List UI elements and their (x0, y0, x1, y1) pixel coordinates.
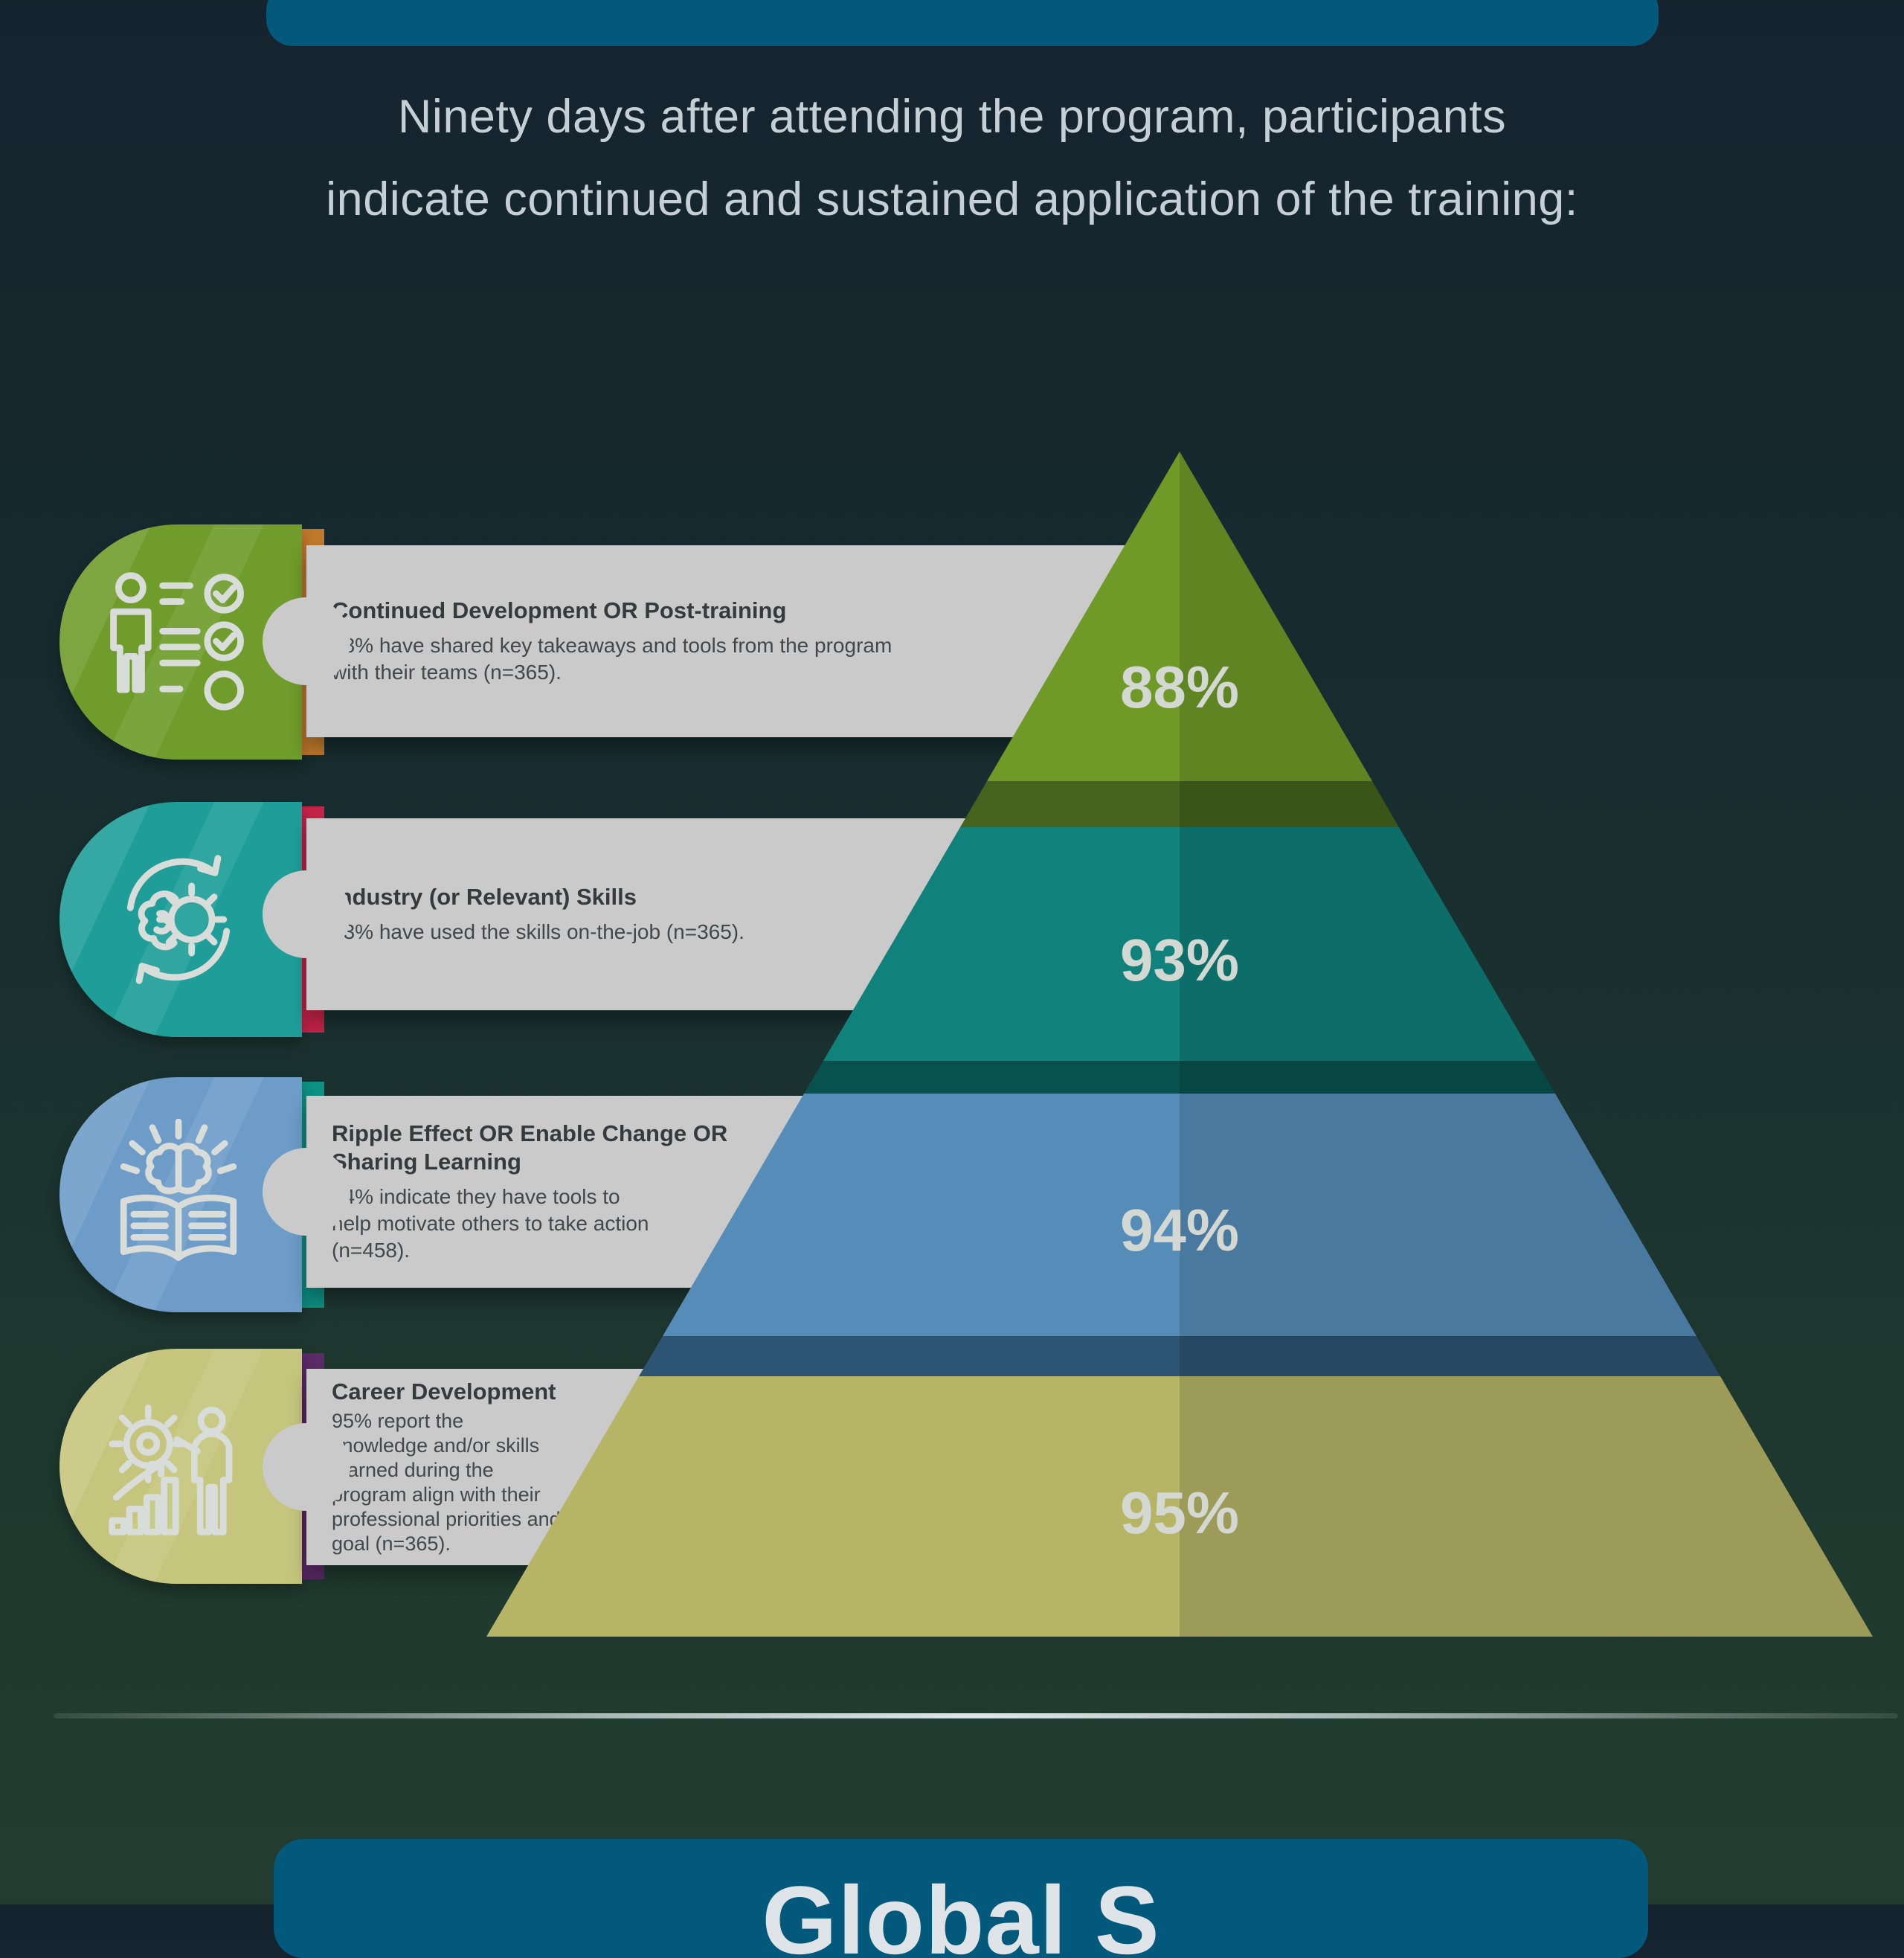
stat-row-career-development: Career Development 95% report the knowle… (0, 1349, 1904, 1587)
stat-card-title: Industry (or Relevant) Skills (332, 884, 637, 910)
stat-row-ripple-effect: Ripple Effect OR Enable Change OR Sharin… (0, 1077, 1904, 1315)
stat-medallion (60, 802, 302, 1037)
stat-card-description: 94% indicate they have tools to help mot… (332, 1185, 649, 1262)
bottom-banner-title: Global S (762, 1866, 1160, 1958)
stat-card: Continued Development OR Post-training 8… (306, 545, 1138, 737)
stat-card: Ripple Effect OR Enable Change OR Sharin… (306, 1096, 826, 1288)
stat-card: Career Development 95% report the knowle… (306, 1369, 662, 1565)
stat-card-description: 95% report the knowledge and/or skills l… (332, 1410, 561, 1555)
book-brain-rays-icon (106, 1118, 251, 1271)
top-banner (266, 0, 1659, 46)
bottom-banner: Global S (274, 1839, 1648, 1958)
stat-card-description: 88% have shared key takeaways and tools … (332, 634, 892, 684)
stat-medallion (60, 1349, 302, 1584)
stat-row-continued-development: Continued Development OR Post-training 8… (0, 524, 1904, 763)
people-checklist-icon (106, 566, 251, 718)
stat-row-industry-skills: Industry (or Relevant) Skills 93% have u… (0, 802, 1904, 1040)
stat-card-title: Ripple Effect OR Enable Change OR Sharin… (332, 1120, 728, 1175)
page-title-line2: indicate continued and sustained applica… (326, 173, 1578, 225)
stat-card-description: 93% have used the skills on-the-job (n=3… (332, 920, 744, 943)
page-title-line1: Ninety days after attending the program,… (397, 91, 1507, 143)
stat-card-title: Career Development (332, 1378, 556, 1405)
stat-medallion (60, 1077, 302, 1312)
gear-person-growth-icon (106, 1390, 251, 1542)
brain-gear-sync-icon (106, 844, 251, 995)
section-divider (54, 1713, 1898, 1718)
stat-medallion (60, 524, 302, 760)
stat-card: Industry (or Relevant) Skills 93% have u… (306, 818, 989, 1010)
stat-card-title: Continued Development OR Post-training (332, 597, 787, 623)
page-title: Ninety days after attending the program,… (0, 76, 1904, 241)
